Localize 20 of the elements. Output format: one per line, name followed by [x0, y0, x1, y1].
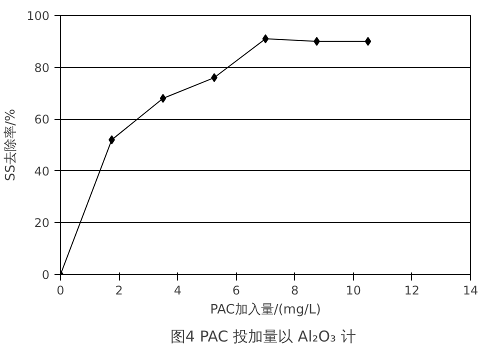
y-tick-label: 100	[26, 9, 50, 23]
point	[364, 36, 372, 46]
x-tick-label: 6	[232, 284, 240, 298]
y-tick-label: 20	[34, 216, 50, 230]
x-tick-label: 0	[56, 284, 64, 298]
y-tick-label: 40	[34, 164, 50, 178]
x-tick-label: 12	[404, 284, 420, 298]
x-tick-label: 14	[462, 284, 478, 298]
y-tick-label: 80	[34, 60, 50, 75]
y-tick-label: 60	[34, 112, 50, 127]
caption: 图4 PAC 投加量以 Al₂O₃ 计	[170, 328, 356, 346]
point	[160, 94, 166, 103]
x-tick-label: 4	[174, 284, 182, 298]
x-tick-label: 8	[290, 284, 299, 298]
x-axis-title: PAC加入量/(mg/L)	[210, 302, 321, 318]
point	[262, 34, 269, 44]
y-tick-label: 0	[42, 268, 50, 282]
y-axis-title: SS去除率/%	[2, 108, 19, 182]
x-tick-label: 2	[115, 284, 123, 298]
x-tick-label: 10	[346, 284, 362, 298]
